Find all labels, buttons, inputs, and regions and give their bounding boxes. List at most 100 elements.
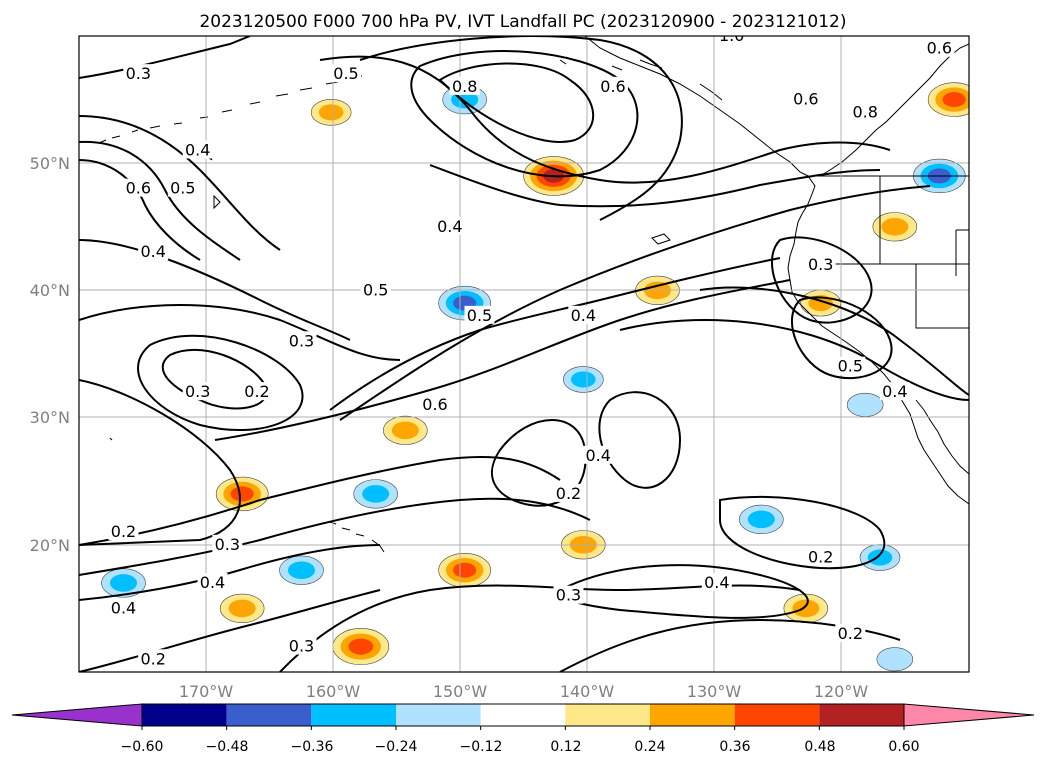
- contour-0.3-southwest: [79, 497, 591, 576]
- contour-label: 0.3: [289, 637, 314, 656]
- contour-0.4-subtropical-loop: [598, 391, 682, 489]
- colorbar-cell: [734, 704, 820, 726]
- contour-0.5-jet-north: [429, 164, 881, 208]
- x-tick-label: 170°W: [179, 682, 234, 701]
- shaded-blob: [348, 638, 374, 655]
- contour-0.4-south-loop: [558, 564, 809, 619]
- contour-0.2-southwest: [79, 455, 561, 546]
- contour-label-bg: [805, 254, 836, 273]
- contour-label: 0.4: [111, 598, 136, 617]
- contour-label-bg: [242, 382, 272, 401]
- contour-label: 0.5: [333, 64, 358, 83]
- x-tick-label: 160°W: [306, 682, 361, 701]
- shaded-blob: [876, 647, 914, 672]
- contour-label-bg: [123, 178, 154, 197]
- contour-label-bg: [286, 331, 317, 350]
- shaded-blob: [362, 485, 390, 503]
- contour-label-bg: [286, 636, 317, 655]
- colorbar-tick-label: −0.48: [206, 739, 249, 755]
- contour-label: 1.0: [719, 26, 744, 45]
- contour-label: 0.5: [363, 280, 388, 299]
- contour-label-bg: [449, 76, 480, 95]
- colorbar-tick-label: 0.48: [804, 739, 835, 755]
- contour-label: 0.4: [185, 140, 210, 159]
- contour-label: 0.6: [422, 395, 447, 414]
- contour-label-bg: [879, 382, 910, 401]
- contour-label: 0.2: [838, 624, 863, 643]
- contour-label: 0.6: [927, 39, 952, 58]
- contour-0.6-jet: [339, 185, 931, 421]
- colorbar-tick-label: 0.60: [888, 739, 919, 755]
- contour-label-bg: [850, 102, 881, 121]
- shaded-blob: [867, 549, 893, 566]
- contour-label-bg: [212, 534, 243, 553]
- contour-label-bg: [924, 38, 955, 57]
- contour-label: 0.6: [600, 77, 625, 96]
- shaded-blob: [288, 561, 315, 580]
- aleutian-islands: [98, 75, 363, 144]
- shaded-blob: [942, 92, 966, 108]
- contour-label-bg: [331, 64, 361, 83]
- colorbar-cell: [480, 704, 566, 726]
- border-lines: [808, 175, 969, 329]
- contour-label: 0.3: [808, 255, 833, 274]
- shaded-blob: [453, 562, 477, 578]
- contour-0.4-southwest: [79, 544, 381, 601]
- colorbar-cell: [142, 704, 227, 726]
- colorbar-tick-label: 0.24: [634, 739, 665, 755]
- contour-0.2-south: [79, 589, 381, 672]
- contour-0.4-trough: [319, 55, 891, 184]
- contour-label: 0.2: [140, 649, 165, 668]
- contour-label: 0.2: [111, 522, 136, 541]
- x-tick-label: 120°W: [814, 682, 869, 701]
- x-tick-labels: 170°W 160°W 150°W 140°W 130°W 120°W: [179, 682, 869, 701]
- contour-label: 0.2: [556, 484, 581, 503]
- chart-title: 2023120500 F000 700 hPa PV, IVT Landfall…: [199, 12, 846, 32]
- contour-label: 0.4: [571, 306, 596, 325]
- shaded-blob: [318, 104, 344, 121]
- contour-label: 0.3: [126, 64, 151, 83]
- y-tick-label: 40°N: [30, 281, 70, 300]
- y-tick-label: 50°N: [30, 154, 70, 173]
- contour-0.5-east-loop: [790, 296, 893, 380]
- colorbar-tick-label: −0.36: [291, 739, 334, 755]
- contour-0.3-east-loop: [770, 236, 873, 324]
- y-tick-labels: 50°N 40°N 30°N 20°N: [30, 154, 70, 555]
- contour-0.6-high: [410, 50, 639, 178]
- contour-label: 0.4: [437, 217, 462, 236]
- map-background: [79, 36, 969, 672]
- contour-label: 0.3: [556, 586, 581, 605]
- colorbar-extend-min: [11, 703, 143, 727]
- canada-coastline: [797, 43, 969, 223]
- contour-label-bg: [598, 76, 628, 95]
- shaded-blob: [986, 562, 1011, 578]
- contour-labels: 0.3 0.50.8 0.61.00.60.80.60.40.50.60.40.40…: [108, 26, 955, 668]
- contour-0.2-loop: [161, 348, 268, 410]
- map-panel: 0.3 0.50.8 0.61.00.60.80.60.40.50.60.40.40…: [78, 26, 1011, 673]
- contour-label-bg: [464, 305, 495, 324]
- contour-label: 0.8: [852, 102, 877, 121]
- contour-label-bg: [108, 598, 139, 617]
- contour-label: 0.2: [244, 382, 269, 401]
- pv-contours: [79, 36, 969, 672]
- contour-0.6-northwest: [79, 159, 201, 261]
- shaded-blob: [110, 574, 137, 592]
- x-tick-label: 150°W: [433, 682, 488, 701]
- contour-label: 0.8: [452, 77, 477, 96]
- contour-label: 0.4: [585, 446, 610, 465]
- contour-label: 0.4: [882, 382, 907, 401]
- contour-label: 0.6: [793, 90, 818, 109]
- contour-0.4-east: [699, 286, 969, 396]
- contour-label-bg: [138, 649, 169, 668]
- x-tick-label: 140°W: [560, 682, 615, 701]
- contour-label-bg: [420, 394, 450, 413]
- contour-0.4-northwest: [79, 115, 281, 251]
- contour-label: 0.5: [838, 357, 863, 376]
- map-frame: [78, 35, 970, 673]
- shaded-blob: [846, 392, 884, 417]
- colorbar-extend-max: [903, 703, 1035, 727]
- contour-label-bg: [108, 522, 139, 541]
- colorbar-tick-label: 0.12: [550, 739, 581, 755]
- y-tick-label: 20°N: [30, 536, 70, 555]
- coastlines: [98, 36, 969, 553]
